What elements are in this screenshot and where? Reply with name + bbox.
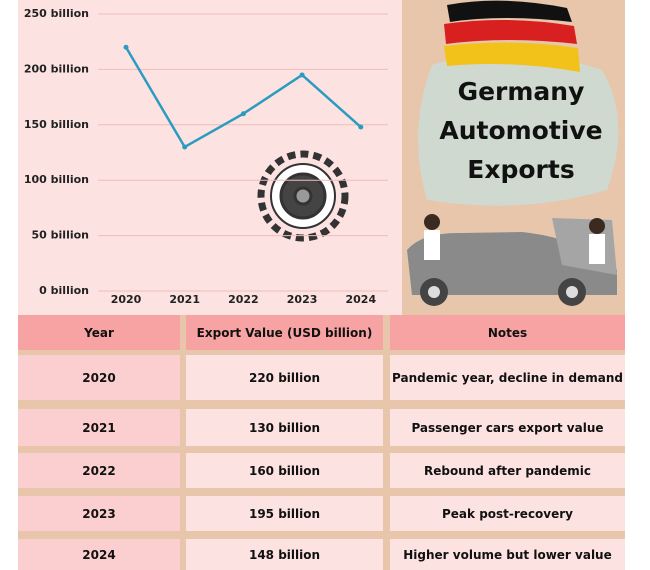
line <box>124 46 362 149</box>
table-cell: Rebound after pandemic <box>390 453 625 488</box>
table-cell: Peak post-recovery <box>390 496 625 531</box>
y-tick-label: 250 billion <box>24 7 89 20</box>
table-cell: 220 billion <box>186 355 383 400</box>
point <box>240 111 246 117</box>
table-cell: 2021 <box>18 409 180 446</box>
table-cell: 195 billion <box>186 496 383 531</box>
infographic-title: Germany Automotive Exports <box>439 77 603 184</box>
chart: 0 billion 50 billion 100 billion 150 billio… <box>18 0 402 315</box>
gear-icon <box>257 150 349 242</box>
side-panel: Germany Automotive Exports <box>402 0 625 315</box>
table-cell: 2023 <box>18 496 180 531</box>
x-tick-label: 2020 <box>111 293 142 306</box>
header-cell: Year <box>18 315 180 350</box>
point <box>182 144 188 150</box>
table-cell: Passenger cars export value <box>390 409 625 446</box>
table-cell: 2020 <box>18 355 180 400</box>
data-table: Year Export Value (USD billion) Notes 2020 2… <box>18 315 625 570</box>
y-tick-label: 150 billion <box>24 118 89 131</box>
point <box>123 44 129 50</box>
header-cell: Export Value (USD billion) <box>186 315 383 350</box>
y-tick-label: 50 billion <box>32 229 89 242</box>
point <box>358 124 364 130</box>
x-tick-label: 2022 <box>228 293 259 306</box>
point <box>299 72 305 78</box>
table-cell: 148 billion <box>186 539 383 570</box>
x-tick-label: 2024 <box>345 293 376 306</box>
table-cell: Higher volume but lower value <box>390 539 625 570</box>
x-tick-label: 2021 <box>169 293 200 306</box>
table-cell: Pandemic year, decline in demand <box>390 355 625 400</box>
table-cell: 130 billion <box>186 409 383 446</box>
table-cell: 2024 <box>18 539 180 570</box>
decoration <box>407 0 619 306</box>
x-tick-label: 2023 <box>287 293 318 306</box>
y-tick-label: 0 billion <box>39 284 89 297</box>
table-cell: 2022 <box>18 453 180 488</box>
table-cell: 160 billion <box>186 453 383 488</box>
y-tick-label: 200 billion <box>24 62 89 75</box>
header-cell: Notes <box>390 315 625 350</box>
y-tick-label: 100 billion <box>24 173 89 186</box>
